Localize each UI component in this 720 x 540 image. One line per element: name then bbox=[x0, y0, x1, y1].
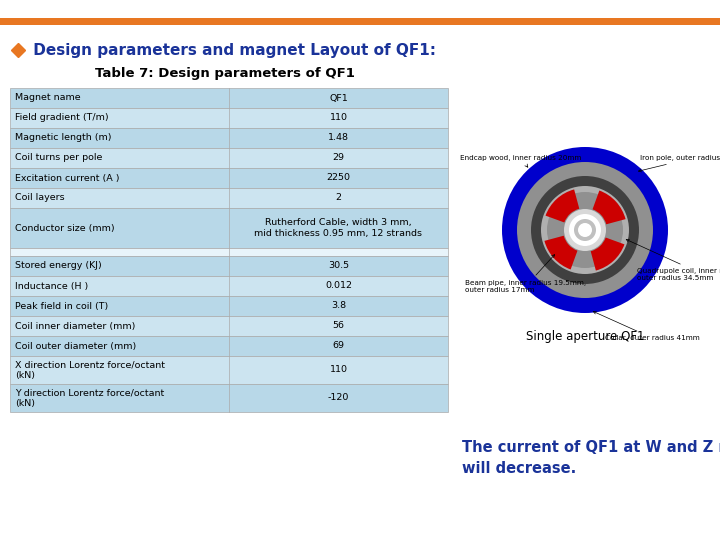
Text: Coil turns per pole: Coil turns per pole bbox=[15, 153, 102, 163]
Text: Iron pole, outer radius 60mm: Iron pole, outer radius 60mm bbox=[639, 155, 720, 172]
Text: Table 7: Design parameters of QF1: Table 7: Design parameters of QF1 bbox=[95, 68, 355, 80]
Text: Magnetic length (m): Magnetic length (m) bbox=[15, 133, 112, 143]
Text: Magnet name: Magnet name bbox=[15, 93, 81, 103]
Text: Stored energy (KJ): Stored energy (KJ) bbox=[15, 261, 102, 271]
Bar bbox=[10, 316, 448, 336]
Bar bbox=[10, 168, 448, 188]
Circle shape bbox=[569, 214, 601, 246]
Text: 110: 110 bbox=[330, 366, 348, 375]
Text: Rutherford Cable, width 3 mm,
mid thickness 0.95 mm, 12 strands: Rutherford Cable, width 3 mm, mid thickn… bbox=[254, 218, 423, 238]
Text: Peak field in coil (T): Peak field in coil (T) bbox=[15, 301, 108, 310]
Text: Beam pipe, inner radius 19.5mm,
outer radius 17mm: Beam pipe, inner radius 19.5mm, outer ra… bbox=[465, 255, 586, 293]
Text: 2: 2 bbox=[336, 193, 341, 202]
Bar bbox=[10, 256, 448, 276]
Text: 1.48: 1.48 bbox=[328, 133, 349, 143]
Wedge shape bbox=[546, 190, 580, 222]
Bar bbox=[10, 248, 448, 256]
Bar bbox=[10, 336, 448, 356]
Bar bbox=[0, 18, 720, 25]
Circle shape bbox=[578, 223, 592, 237]
Bar bbox=[10, 384, 448, 412]
Bar bbox=[10, 188, 448, 208]
Text: Coil inner diameter (mm): Coil inner diameter (mm) bbox=[15, 321, 135, 330]
Text: Field gradient (T/m): Field gradient (T/m) bbox=[15, 113, 109, 123]
Text: 2250: 2250 bbox=[326, 173, 351, 183]
Text: 69: 69 bbox=[333, 341, 344, 350]
Circle shape bbox=[502, 147, 668, 313]
Circle shape bbox=[517, 162, 653, 298]
Bar bbox=[10, 128, 448, 148]
Text: Collar, outer radius 41mm: Collar, outer radius 41mm bbox=[593, 312, 700, 341]
Text: Excitation current (A ): Excitation current (A ) bbox=[15, 173, 120, 183]
Wedge shape bbox=[544, 235, 577, 269]
Text: Inductance (H ): Inductance (H ) bbox=[15, 281, 89, 291]
Wedge shape bbox=[590, 238, 624, 271]
Circle shape bbox=[564, 209, 606, 251]
Bar bbox=[10, 148, 448, 168]
Text: Quadrupole coil, inner radius 28mm,
outer radius 34.5mm: Quadrupole coil, inner radius 28mm, oute… bbox=[626, 239, 720, 281]
Text: 30.5: 30.5 bbox=[328, 261, 349, 271]
Bar bbox=[10, 208, 448, 248]
Text: Single aperture QF1: Single aperture QF1 bbox=[526, 330, 644, 343]
Circle shape bbox=[547, 192, 623, 268]
Text: Coil layers: Coil layers bbox=[15, 193, 65, 202]
Text: Coil outer diameter (mm): Coil outer diameter (mm) bbox=[15, 341, 136, 350]
Circle shape bbox=[574, 219, 596, 241]
Text: X direction Lorentz force/octant
(kN): X direction Lorentz force/octant (kN) bbox=[15, 360, 165, 380]
Bar bbox=[10, 356, 448, 384]
Text: Y direction Lorentz force/octant
(kN): Y direction Lorentz force/octant (kN) bbox=[15, 388, 164, 408]
Text: Endcap wood, inner radius 20mm: Endcap wood, inner radius 20mm bbox=[460, 155, 581, 167]
Circle shape bbox=[531, 176, 639, 284]
Bar bbox=[10, 296, 448, 316]
Text: Conductor size (mm): Conductor size (mm) bbox=[15, 224, 114, 233]
Text: 56: 56 bbox=[333, 321, 344, 330]
Text: 0.012: 0.012 bbox=[325, 281, 352, 291]
Wedge shape bbox=[593, 191, 626, 224]
Text: -120: -120 bbox=[328, 394, 349, 402]
Bar bbox=[10, 108, 448, 128]
Text: 110: 110 bbox=[330, 113, 348, 123]
Text: The current of QF1 at W and Z model
will decrease.: The current of QF1 at W and Z model will… bbox=[462, 440, 720, 476]
Bar bbox=[10, 88, 448, 108]
Text: Design parameters and magnet Layout of QF1:: Design parameters and magnet Layout of Q… bbox=[28, 43, 436, 57]
Text: QF1: QF1 bbox=[329, 93, 348, 103]
Bar bbox=[10, 276, 448, 296]
Circle shape bbox=[541, 186, 629, 274]
Text: 29: 29 bbox=[333, 153, 344, 163]
Text: 3.8: 3.8 bbox=[331, 301, 346, 310]
